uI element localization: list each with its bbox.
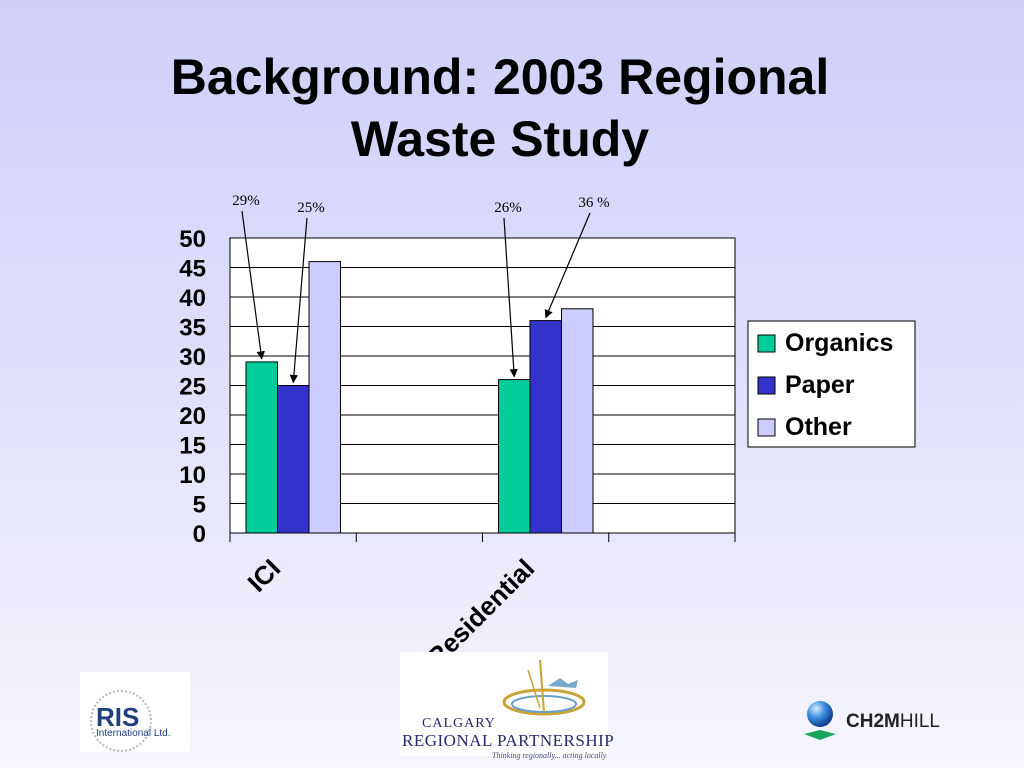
x-category-label: ICI bbox=[242, 553, 287, 598]
legend-label: Other bbox=[785, 413, 852, 441]
annotation-arrow bbox=[241, 210, 265, 360]
annotation-arrow bbox=[544, 212, 591, 319]
annotation-label: 29% bbox=[232, 193, 260, 209]
y-tick-label: 0 bbox=[193, 521, 206, 548]
y-tick-label: 40 bbox=[179, 285, 206, 312]
ris-logo-name: RIS bbox=[96, 702, 140, 732]
bar bbox=[529, 320, 562, 534]
y-tick-label: 35 bbox=[179, 315, 206, 342]
annotation-arrow bbox=[503, 217, 518, 378]
crp-logo-line-1: CALGARY bbox=[422, 716, 496, 731]
ris-emblem-icon bbox=[90, 690, 152, 752]
crp-logo-tagline: Thinking regionally... acting locally bbox=[492, 751, 607, 760]
y-tick-label: 15 bbox=[179, 433, 206, 460]
y-tick-label: 20 bbox=[179, 403, 206, 430]
ris-logo: RIS International Ltd. bbox=[80, 672, 190, 752]
y-tick-label: 45 bbox=[179, 256, 206, 283]
y-tick-label: 10 bbox=[179, 462, 206, 489]
ris-logo-subtitle: International Ltd. bbox=[96, 728, 171, 739]
legend-box bbox=[747, 320, 916, 448]
slide-title: Background: 2003 Regional Waste Study bbox=[0, 46, 1000, 170]
ch2m-logo-light: HILL bbox=[899, 711, 940, 732]
bar bbox=[308, 261, 341, 534]
title-line-2: Waste Study bbox=[350, 111, 650, 167]
annotation-label: 25% bbox=[297, 200, 325, 216]
legend-swatch bbox=[757, 418, 776, 437]
legend-swatch bbox=[757, 376, 776, 395]
y-tick-label: 50 bbox=[179, 226, 206, 253]
legend-swatch bbox=[757, 334, 776, 353]
annotation-label: 26% bbox=[494, 200, 522, 216]
globe-icon bbox=[804, 701, 836, 740]
y-tick-label: 30 bbox=[179, 344, 206, 371]
annotation-label: 36 % bbox=[578, 195, 609, 211]
bar bbox=[277, 385, 310, 534]
y-tick-label: 25 bbox=[179, 374, 206, 401]
ch2m-hill-logo: CH2MHILL bbox=[800, 700, 960, 744]
legend-label: Organics bbox=[785, 329, 893, 357]
annotation-arrow bbox=[289, 217, 308, 384]
wheat-emblem-icon bbox=[502, 659, 586, 716]
bar bbox=[498, 379, 531, 534]
bar bbox=[561, 308, 594, 534]
crp-logo-line-2: REGIONAL PARTNERSHIP bbox=[402, 731, 615, 750]
y-tick-label: 5 bbox=[193, 492, 206, 519]
bar bbox=[245, 361, 278, 534]
ch2m-logo-text: CH2MHILL bbox=[846, 711, 940, 733]
title-line-1: Background: 2003 Regional bbox=[170, 49, 830, 105]
legend-label: Paper bbox=[785, 371, 855, 399]
ch2m-logo-bold: CH2M bbox=[846, 711, 900, 732]
calgary-regional-partnership-logo: CALGARY REGIONAL PARTNERSHIP Thinking re… bbox=[400, 652, 614, 760]
